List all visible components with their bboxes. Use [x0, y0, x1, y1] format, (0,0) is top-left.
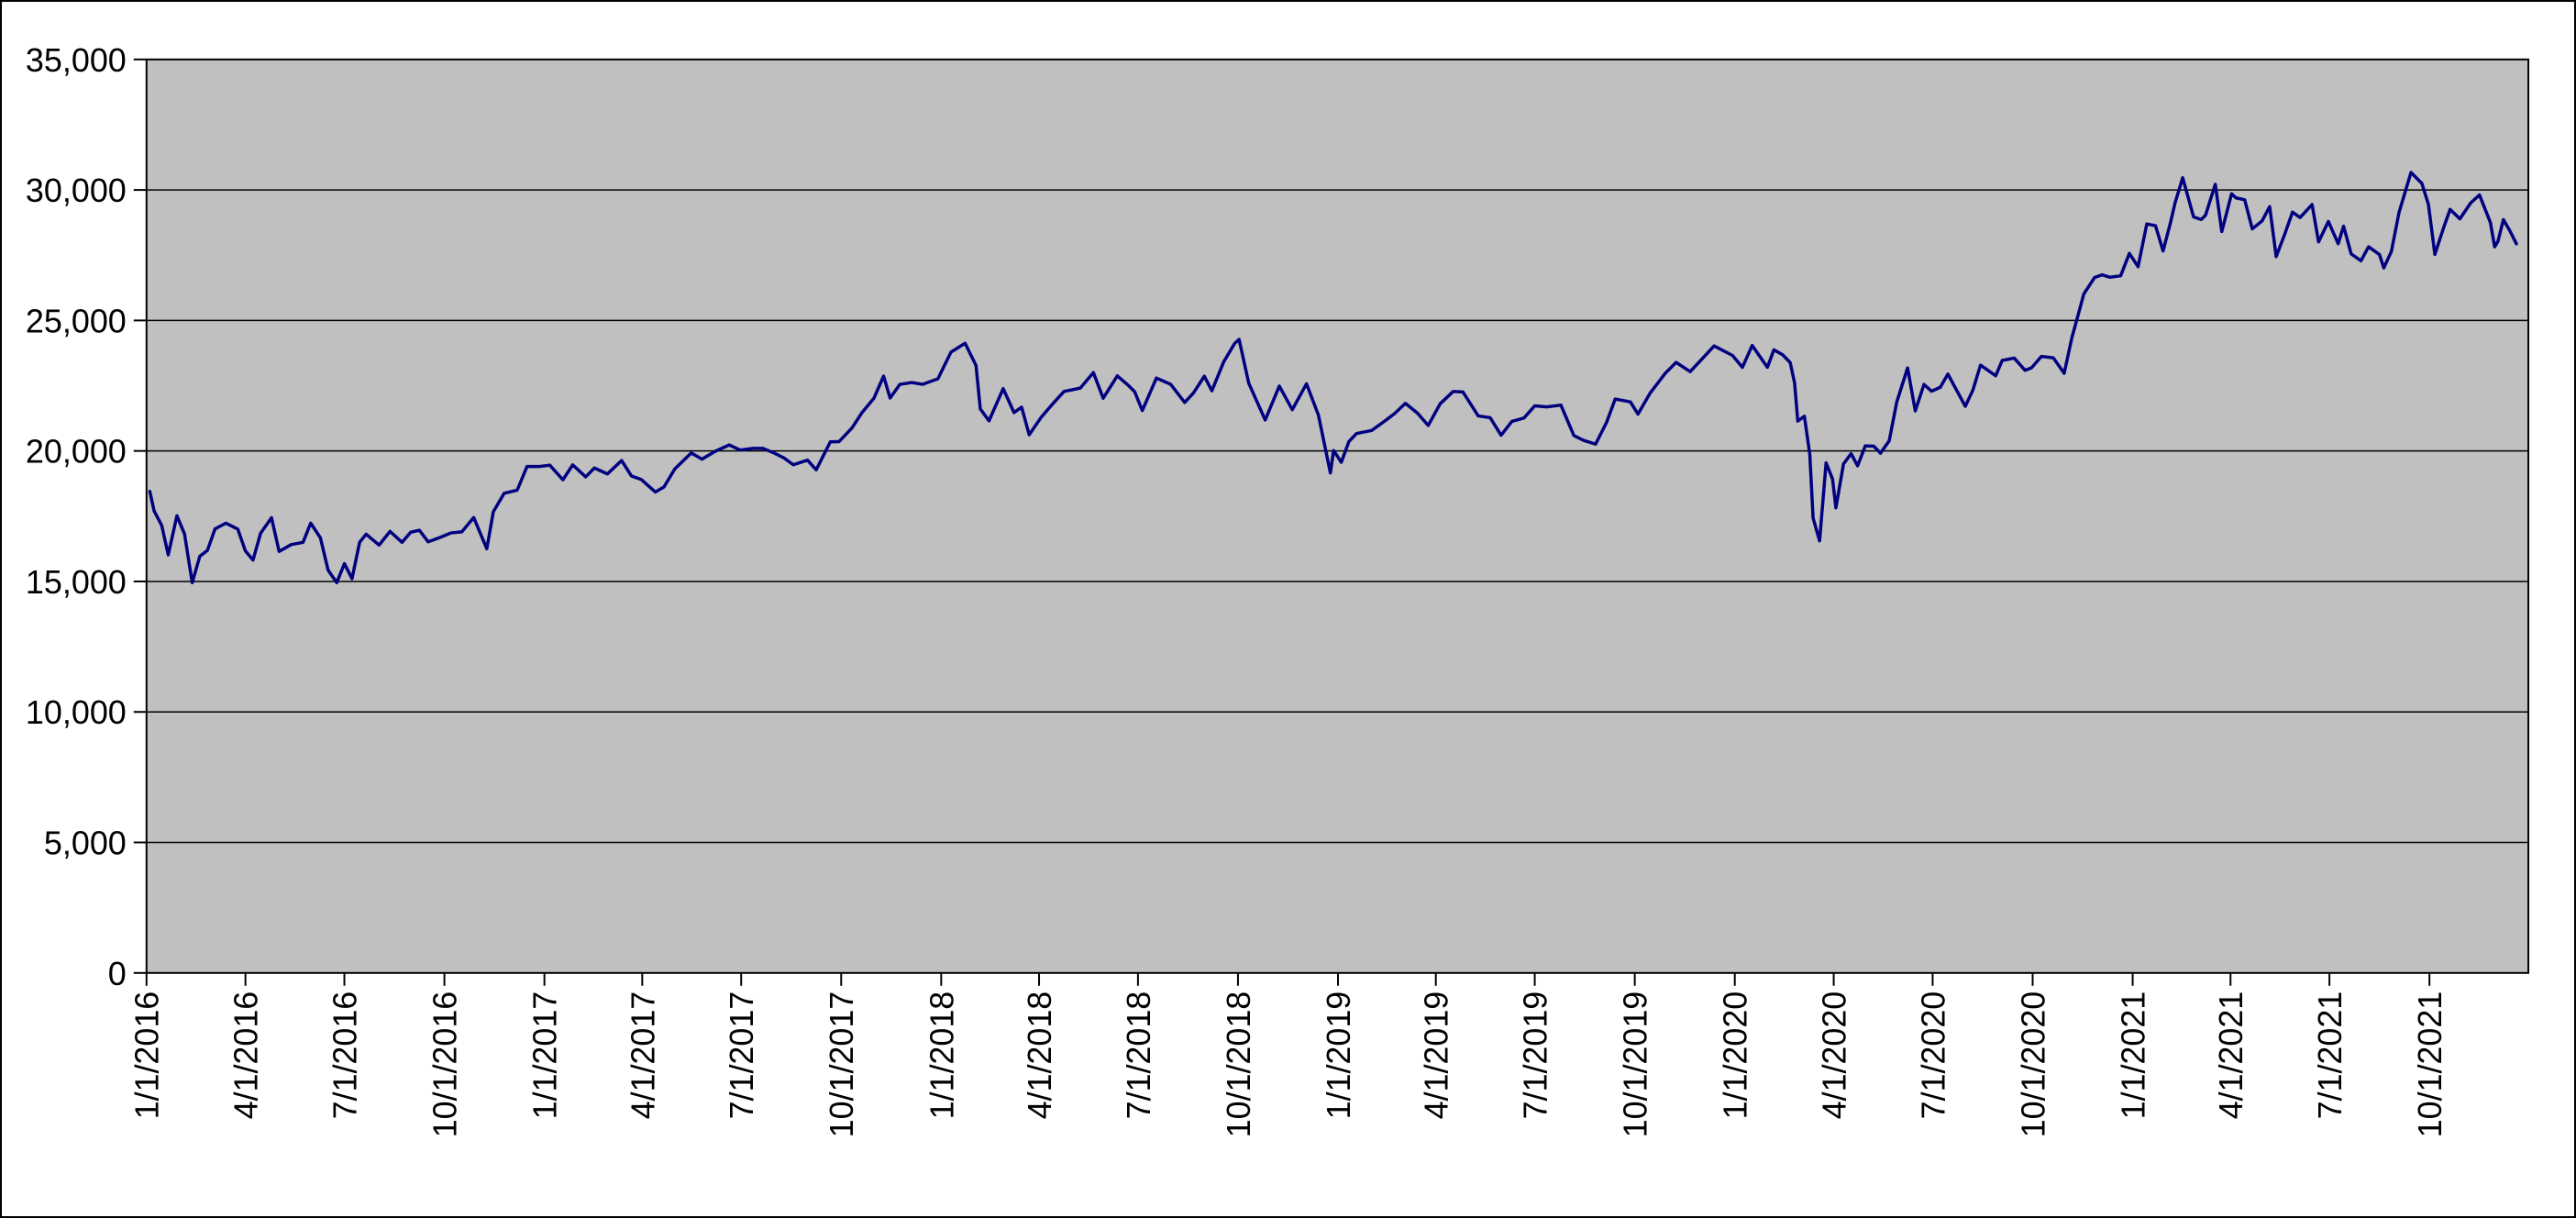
plot-area	[146, 59, 2529, 973]
y-axis-label: 10,000	[26, 693, 127, 731]
y-axis-label: 15,000	[26, 563, 127, 601]
x-axis-label: 4/1/2018	[1021, 991, 1058, 1120]
x-axis-label: 7/1/2017	[723, 991, 760, 1120]
x-axis-label: 10/1/2020	[2014, 991, 2051, 1138]
x-axis-label: 7/1/2019	[1517, 991, 1554, 1120]
x-axis-label: 4/1/2016	[227, 991, 265, 1120]
x-axis-label: 1/1/2016	[128, 991, 166, 1120]
x-axis-label: 10/1/2021	[2411, 991, 2449, 1138]
y-axis-label: 0	[108, 955, 127, 992]
x-axis-label: 1/1/2021	[2115, 991, 2152, 1120]
x-axis-label: 4/1/2019	[1418, 991, 1455, 1120]
y-axis-label: 30,000	[26, 172, 127, 209]
y-axis-label: 20,000	[26, 433, 127, 471]
x-axis-label: 1/1/2017	[526, 991, 564, 1120]
x-axis-label: 10/1/2019	[1617, 991, 1654, 1138]
x-axis-label: 4/1/2017	[624, 991, 661, 1120]
series-line-index-close	[148, 171, 2518, 585]
x-axis-label: 1/1/2019	[1320, 991, 1357, 1120]
x-axis-label: 7/1/2016	[326, 991, 363, 1120]
x-axis-label: 10/1/2017	[823, 991, 860, 1138]
x-axis-label: 1/1/2018	[923, 991, 960, 1120]
x-axis-label: 1/1/2020	[1717, 991, 1754, 1120]
x-axis-label: 7/1/2020	[1914, 991, 1951, 1120]
y-axis-label: 25,000	[26, 302, 127, 339]
x-axis-label: 7/1/2021	[2311, 991, 2349, 1120]
y-axis-label: 5,000	[44, 825, 127, 862]
x-axis-label: 4/1/2021	[2212, 991, 2250, 1120]
x-axis-label: 4/1/2020	[1816, 991, 1853, 1120]
x-axis-label: 10/1/2016	[426, 991, 464, 1138]
x-axis-label: 7/1/2018	[1120, 991, 1157, 1120]
y-axis-label: 35,000	[26, 41, 127, 79]
x-axis-label: 10/1/2018	[1220, 991, 1257, 1138]
